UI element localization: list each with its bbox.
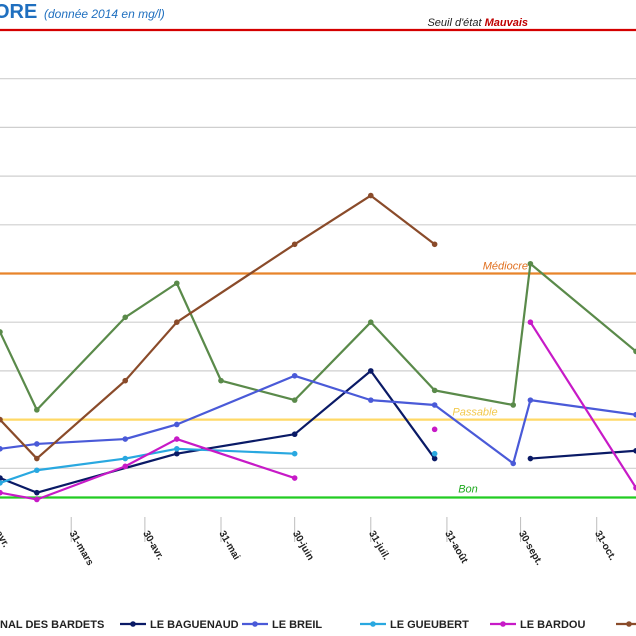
data-point (291, 450, 298, 457)
x-tick-label: 31-août (442, 529, 470, 566)
x-axis: avr. 31-mars 30-avr. 31-mai 30-juin 31-juil. 3… (0, 517, 618, 568)
series-le-baguenaud (0, 368, 636, 496)
legend-marker (626, 621, 632, 627)
data-point (174, 421, 180, 428)
series-line (0, 374, 636, 465)
data-point (174, 446, 180, 452)
chart-title: ORE (0, 1, 37, 23)
legend-marker (252, 621, 258, 627)
data-point (174, 280, 180, 287)
data-point (34, 467, 40, 474)
data-point (34, 489, 40, 496)
data-point (431, 387, 438, 394)
data-point (0, 446, 3, 452)
x-tick-label: 31-mai (216, 529, 241, 562)
x-tick-label: 31-juil. (366, 529, 391, 562)
data-point (367, 397, 374, 403)
threshold-prefix: Seuil d'état (427, 17, 484, 29)
legend-label: LE BREIL (272, 619, 322, 631)
data-point (0, 489, 3, 496)
series-line (0, 369, 436, 494)
series-line (529, 321, 636, 489)
data-point (431, 426, 438, 433)
legend-item-le-breil: LE BREIL (242, 619, 322, 631)
x-tick-label: avr. (0, 529, 11, 550)
series-le-breil (0, 372, 636, 467)
legend-item-le-bardou: LE BARDOU (490, 619, 585, 631)
data-point (218, 377, 224, 384)
series-unnamed-5 (0, 192, 438, 462)
data-point (510, 460, 517, 467)
x-tick-label: 31-mars (67, 529, 96, 568)
data-point (431, 450, 438, 457)
data-point (122, 455, 129, 462)
data-point (527, 260, 534, 267)
legend-label: NAL DES BARDETS (0, 619, 104, 631)
threshold-label-mediocre: Médiocre (483, 261, 528, 273)
data-point (34, 441, 40, 447)
legend-item-le-baguenaud: LE BAGUENAUD (120, 619, 239, 631)
data-point (527, 397, 534, 403)
data-point (0, 475, 3, 481)
data-point (527, 455, 534, 462)
chart-subtitle: (donnée 2014 en mg/l) (44, 7, 165, 21)
data-point (431, 402, 438, 408)
x-tick-label: 31-oct. (592, 529, 618, 563)
legend: NAL DES BARDETS LE BAGUENAUD LE BREIL LE GU… (0, 619, 636, 631)
series-le-bardou (0, 319, 636, 503)
x-tick-label: 30-sept. (516, 529, 545, 567)
legend-label: LE GUEUBERT (390, 619, 469, 631)
threshold-label-mauvais: Seuil d'état Mauvais (427, 17, 528, 29)
data-point (291, 241, 298, 248)
data-point (122, 436, 129, 442)
data-point (34, 455, 40, 462)
data-point (0, 416, 3, 423)
legend-marker (130, 621, 136, 627)
legend-item-le-gueubert: LE GUEUBERT (360, 619, 469, 631)
threshold-layer: Seuil d'état Mauvais Médiocre Passable Bon (0, 17, 636, 499)
data-point (633, 411, 636, 418)
data-point (174, 450, 180, 457)
series-layer (0, 192, 636, 503)
data-point (122, 314, 129, 321)
threshold-label-bon: Bon (458, 484, 478, 496)
data-point (0, 329, 3, 335)
data-point (527, 319, 534, 326)
x-tick-label: 30-juin (290, 529, 316, 562)
series-nal-des-bardets (0, 260, 636, 413)
data-point (122, 377, 129, 384)
legend-item-unnamed (616, 621, 636, 627)
data-point (34, 496, 40, 503)
legend-item-nal-des-bardets: NAL DES BARDETS (0, 619, 104, 631)
series-le-gueubert (0, 446, 438, 486)
data-point (122, 463, 129, 470)
x-tick-label: 30-avr. (140, 529, 165, 562)
data-point (367, 192, 374, 199)
data-point (174, 319, 180, 326)
data-point (291, 372, 298, 379)
data-point (633, 447, 636, 454)
data-point (367, 319, 374, 326)
data-point (34, 407, 40, 413)
data-point (633, 348, 636, 355)
data-point (431, 241, 438, 248)
data-point (431, 455, 438, 462)
data-point (174, 436, 180, 442)
data-point (291, 397, 298, 403)
series-line (530, 449, 636, 460)
data-point (291, 431, 298, 438)
data-point (367, 368, 374, 374)
threshold-label-passable: Passable (452, 407, 497, 419)
data-point (0, 480, 3, 486)
legend-label: LE BAGUENAUD (150, 619, 239, 631)
data-point (633, 484, 636, 491)
legend-marker (500, 621, 506, 627)
threshold-name: Mauvais (485, 17, 528, 29)
legend-marker (370, 621, 376, 627)
legend-label: LE BARDOU (520, 619, 585, 631)
data-point (291, 475, 298, 481)
data-point (510, 402, 517, 408)
